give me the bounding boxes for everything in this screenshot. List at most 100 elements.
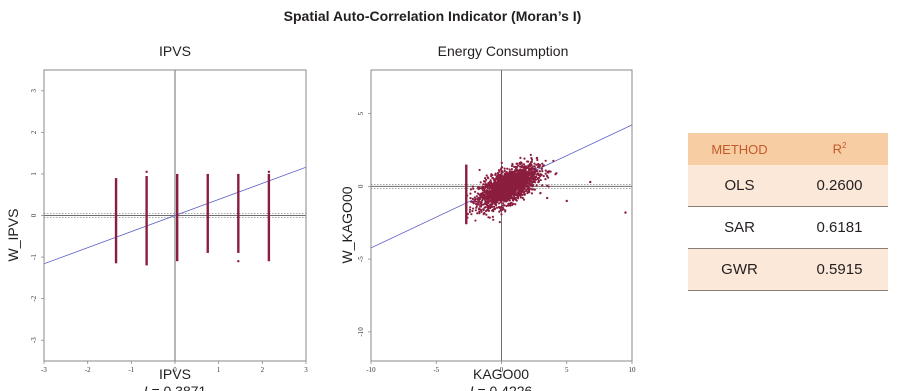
energy-data-point xyxy=(547,171,550,174)
ipvs-point-column xyxy=(237,173,240,253)
method-cell: OLS xyxy=(688,165,791,207)
energy-data-point xyxy=(539,178,542,182)
energy-data-point xyxy=(525,178,528,181)
energy-data-point xyxy=(496,172,500,175)
energy-data-point xyxy=(472,201,475,204)
energy-data-point xyxy=(520,161,523,165)
energy-data-point xyxy=(527,181,530,185)
ipvs-moran-number: = 0.3871 xyxy=(151,383,206,391)
energy-data-point xyxy=(480,201,483,204)
energy-data-point xyxy=(518,190,521,193)
energy-data-point xyxy=(513,174,516,177)
r-letter: R xyxy=(832,141,842,157)
ipvs-x-tick-label: -2 xyxy=(85,366,91,374)
energy-data-point xyxy=(541,170,544,173)
energy-data-point xyxy=(473,196,476,199)
ipvs-y-tick-label: -3 xyxy=(30,337,38,343)
energy-data-point xyxy=(471,197,474,200)
ipvs-x-tick-label: -3 xyxy=(41,366,47,374)
energy-data-point xyxy=(518,171,521,174)
energy-data-point xyxy=(544,169,547,172)
energy-data-point xyxy=(510,170,514,173)
energy-data-point xyxy=(524,180,528,183)
energy-data-point xyxy=(495,182,498,185)
ipvs-data-layer xyxy=(44,70,306,361)
energy-data-point xyxy=(491,197,495,200)
ipvs-x-tick-label: 3 xyxy=(304,366,308,374)
energy-data-point xyxy=(521,196,524,199)
energy-data-point xyxy=(540,167,544,171)
energy-data-point xyxy=(488,188,491,191)
energy-data-point xyxy=(516,193,519,196)
energy-data-point xyxy=(490,205,493,208)
energy-data-point xyxy=(522,190,525,193)
ipvs-y-tick-label: -1 xyxy=(30,254,38,260)
energy-data-point xyxy=(497,202,501,205)
ipvs-point-column xyxy=(206,173,209,253)
energy-data-point xyxy=(488,216,491,219)
energy-data-point xyxy=(523,187,526,191)
energy-data-point xyxy=(470,200,473,203)
energy-data-point xyxy=(589,180,592,184)
energy-data-point xyxy=(517,178,521,181)
energy-data-point xyxy=(481,199,484,202)
energy-data-point xyxy=(500,191,503,194)
energy-data-point xyxy=(518,176,521,179)
energy-data-point xyxy=(525,174,528,177)
energy-data-point xyxy=(529,153,532,157)
energy-data-point xyxy=(524,182,528,185)
energy-data-point xyxy=(547,185,550,188)
energy-data-point xyxy=(490,202,494,205)
ipvs-data-point xyxy=(145,170,148,174)
energy-data-point xyxy=(498,220,501,224)
energy-data-point xyxy=(482,183,485,186)
figure-title: Spatial Auto-Correlation Indicator (Mora… xyxy=(283,8,582,24)
energy-data-point xyxy=(476,200,480,204)
r-squared-table: METHOD R2 OLS 0.2600 SAR 0.6181 GWR 0.59… xyxy=(688,133,888,291)
energy-data-point xyxy=(495,206,499,209)
energy-data-point xyxy=(470,213,473,216)
energy-data-point xyxy=(519,196,523,199)
energy-data-point xyxy=(487,204,490,207)
energy-data-point xyxy=(485,174,488,177)
energy-data-point xyxy=(485,178,488,181)
energy-data-point xyxy=(495,184,498,187)
energy-data-point xyxy=(469,188,473,191)
ipvs-moran-scatter-chart: IPVS W_IPVS -3 -2 -1 0 1 2 3 -3 -2 -1 0 1 2 3 IPVS I … xyxy=(5,43,308,391)
ipvs-x-tick-label: 1 xyxy=(217,366,221,374)
energy-data-point xyxy=(485,213,488,216)
energy-data-point xyxy=(499,207,502,210)
energy-data-point xyxy=(493,195,497,198)
energy-data-point xyxy=(506,204,509,207)
energy-data-point xyxy=(516,162,519,165)
energy-data-point xyxy=(512,191,516,194)
energy-data-point xyxy=(538,170,542,173)
energy-data-point xyxy=(541,162,544,165)
energy-chart-title: Energy Consumption xyxy=(438,43,569,59)
energy-data-point xyxy=(501,204,505,207)
table-row: GWR 0.5915 xyxy=(688,248,888,291)
energy-data-point xyxy=(511,172,515,176)
energy-data-point xyxy=(487,190,491,194)
energy-data-point xyxy=(516,176,519,180)
energy-data-point xyxy=(528,178,532,181)
energy-data-point xyxy=(528,187,531,190)
energy-data-point xyxy=(478,210,481,213)
energy-data-point xyxy=(474,219,477,222)
energy-data-point xyxy=(499,198,502,201)
energy-data-point xyxy=(487,206,491,209)
energy-data-point xyxy=(507,190,510,194)
r-squared-cell: 0.2600 xyxy=(791,165,888,207)
energy-data-point xyxy=(517,164,520,167)
ipvs-moran-value: I = 0.3871 xyxy=(144,383,207,391)
energy-data-point xyxy=(493,207,497,210)
ipvs-moran-symbol: I xyxy=(144,383,148,391)
energy-data-point xyxy=(485,191,488,194)
energy-data-point xyxy=(516,174,519,177)
energy-data-point xyxy=(472,187,475,190)
energy-data-point xyxy=(513,179,516,182)
ipvs-points-group xyxy=(145,170,271,263)
energy-data-point xyxy=(506,167,509,170)
energy-data-point xyxy=(514,165,517,168)
energy-data-point xyxy=(516,191,519,194)
